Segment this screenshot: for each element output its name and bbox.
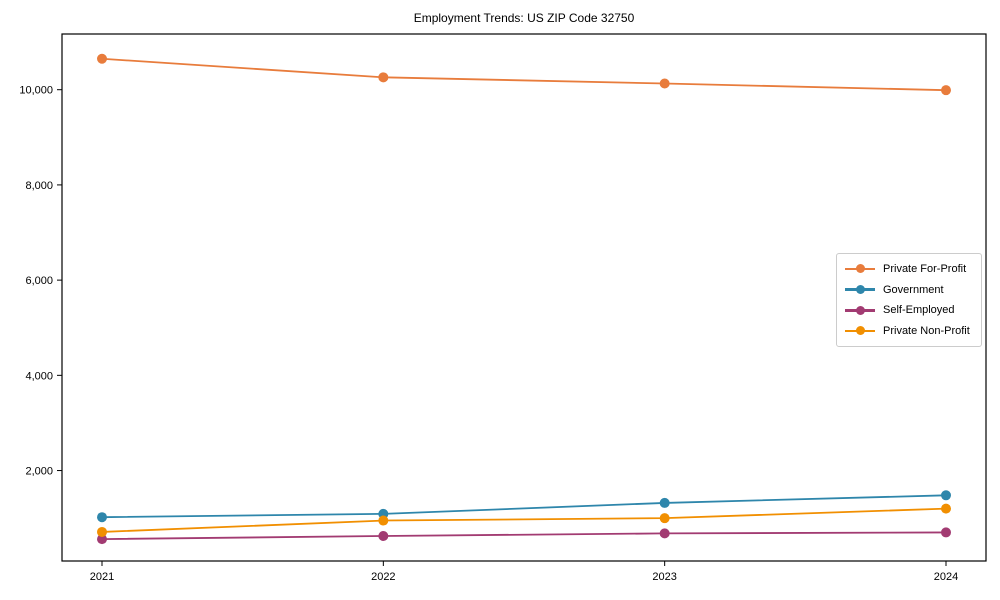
series-marker-private-for-profit xyxy=(659,78,670,89)
series-marker-government xyxy=(941,490,951,501)
y-tick-label: 2,000 xyxy=(25,466,53,478)
series-line-government xyxy=(101,494,947,519)
series-line-self-employed xyxy=(101,531,947,541)
series-marker-private-non-profit xyxy=(941,503,951,514)
x-tick-label: 2024 xyxy=(934,571,958,583)
series-marker-private-non-profit xyxy=(378,515,389,526)
legend-item-self-employed: Self-Employed xyxy=(845,300,973,320)
series-marker-private-non-profit xyxy=(659,513,670,524)
series-marker-private-for-profit xyxy=(378,72,389,83)
series-marker-private-for-profit xyxy=(941,85,951,96)
y-tick-label: 10,000 xyxy=(19,85,53,97)
y-tick-label: 4,000 xyxy=(25,370,53,382)
series-marker-self-employed xyxy=(97,534,107,545)
legend-marker-dot xyxy=(855,285,865,295)
series-marker-private-non-profit xyxy=(97,526,107,537)
series-marker-government xyxy=(97,512,107,523)
series-marker-self-employed xyxy=(659,528,670,539)
legend-label: Government xyxy=(883,283,944,296)
series-marker-government xyxy=(659,497,670,508)
series-marker-self-employed xyxy=(941,527,951,538)
legend-item-government: Government xyxy=(845,280,973,300)
chart-title: Employment Trends: US ZIP Code 32750 xyxy=(413,11,635,25)
x-tick-label: 2023 xyxy=(652,571,676,583)
x-tick-label: 2022 xyxy=(371,571,395,583)
legend-marker-dot xyxy=(855,326,865,336)
legend-marker-dot xyxy=(855,305,865,315)
x-tick-label: 2021 xyxy=(90,571,114,583)
chart-legend: Private For-Profit Government Self-Employe… xyxy=(836,253,982,347)
legend-line-sample xyxy=(845,326,875,336)
legend-line-sample xyxy=(845,264,875,274)
series-line-private-non-profit xyxy=(101,507,947,533)
series-marker-private-for-profit xyxy=(97,53,107,64)
legend-item-private-for-profit: Private For-Profit xyxy=(845,259,973,279)
legend-label: Private For-Profit xyxy=(883,263,967,275)
legend-marker-dot xyxy=(855,264,865,274)
plot-border xyxy=(61,33,987,562)
y-tick-label: 6,000 xyxy=(25,275,53,287)
y-tick-label: 8,000 xyxy=(25,180,53,192)
legend-label: Private Non-Profit xyxy=(883,324,970,337)
series-marker-self-employed xyxy=(378,531,389,542)
series-line-private-for-profit xyxy=(101,57,947,92)
legend-label: Self-Employed xyxy=(883,304,955,317)
legend-line-sample xyxy=(845,305,875,315)
legend-line-sample xyxy=(845,285,875,295)
legend-item-private-non-profit: Private Non-Profit xyxy=(845,321,973,341)
